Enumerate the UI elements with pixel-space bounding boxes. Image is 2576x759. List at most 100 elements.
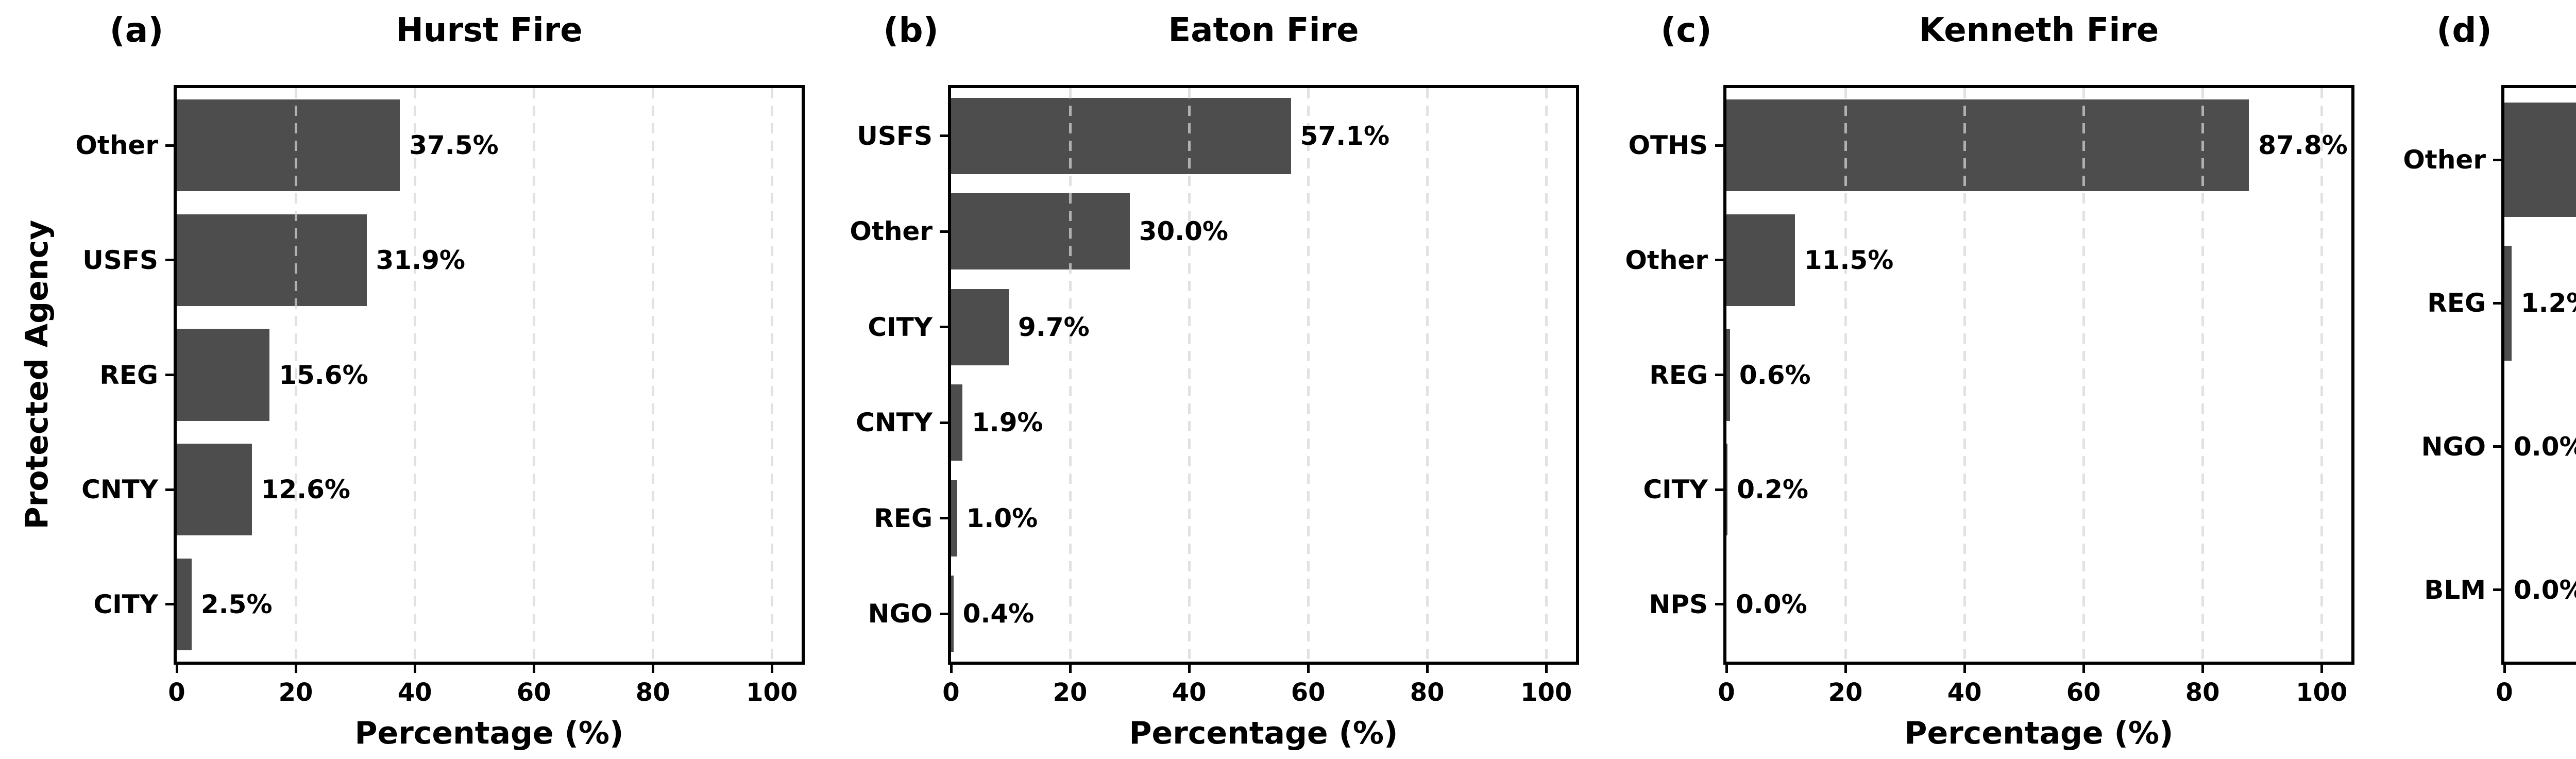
plot-inner: 87.8% 11.5% 0.6% 0.2% 0.0% — [1726, 88, 2351, 662]
y-tick — [2493, 445, 2501, 448]
bar-value-label: 11.5% — [1804, 245, 1894, 275]
bar-value-label: 0.0% — [1736, 589, 1807, 619]
panel-letter: (d) — [2436, 10, 2492, 50]
gridline — [1069, 88, 1072, 662]
category-label: Other — [2403, 145, 2486, 175]
x-tick-label: 20 — [1828, 678, 1863, 707]
x-tick-label: 60 — [1291, 678, 1326, 707]
bar-value-label: 9.7% — [1018, 312, 1090, 342]
bar — [177, 558, 192, 650]
bar-value-label: 0.2% — [1737, 475, 1808, 505]
x-tick — [2503, 665, 2506, 673]
x-tick-label: 0 — [2496, 678, 2513, 707]
category-label: NGO — [2421, 431, 2486, 462]
y-tick — [940, 134, 948, 138]
x-tick-label: 100 — [1520, 678, 1572, 707]
y-tick — [940, 230, 948, 233]
bar-value-label: 1.2% — [2520, 288, 2576, 318]
gridline — [770, 88, 773, 662]
y-tick — [2493, 158, 2501, 161]
category-label: CNTY — [81, 475, 158, 505]
x-tick — [1963, 665, 1966, 673]
bar-value-label: 1.9% — [971, 408, 1043, 438]
x-tick — [294, 665, 297, 673]
y-tick — [940, 326, 948, 329]
category-label: CITY — [868, 312, 933, 342]
x-tick — [950, 665, 953, 673]
x-tick — [1188, 665, 1191, 673]
x-tick — [1069, 665, 1072, 673]
x-tick-label: 0 — [942, 678, 960, 707]
x-tick-label: 60 — [2066, 678, 2101, 707]
gridline — [294, 88, 297, 662]
x-tick-label: 40 — [397, 678, 432, 707]
x-tick-label: 20 — [278, 678, 313, 707]
x-tick — [532, 665, 535, 673]
plot-area: 87.8% 11.5% 0.6% 0.2% 0.0% — [1723, 85, 2354, 665]
x-tick-label: 0 — [1718, 678, 1735, 707]
bar — [2504, 246, 2512, 361]
bar — [951, 97, 1291, 174]
y-tick — [940, 421, 948, 424]
bar — [1726, 444, 1728, 536]
bar — [951, 576, 954, 652]
y-tick — [165, 488, 174, 491]
x-tick — [2082, 665, 2085, 673]
bar — [177, 329, 270, 421]
x-tick — [2320, 665, 2323, 673]
x-axis-label: Percentage (%) — [1904, 715, 2174, 751]
panel-letter: (a) — [109, 10, 164, 50]
bar — [951, 289, 1009, 365]
x-tick-label: 100 — [2296, 678, 2348, 707]
bar-value-label: 30.0% — [1139, 216, 1229, 247]
x-tick-label: 100 — [746, 678, 798, 707]
x-tick-label: 80 — [635, 678, 670, 707]
category-label: REG — [99, 360, 158, 390]
category-label: CITY — [1643, 475, 1708, 505]
x-tick — [175, 665, 178, 673]
bar-value-label: 0.4% — [962, 599, 1035, 629]
gridline — [413, 88, 416, 662]
panel-letter: (b) — [883, 10, 939, 50]
x-tick — [1426, 665, 1429, 673]
category-label: REG — [874, 503, 933, 533]
category-label: NPS — [1649, 589, 1708, 619]
y-tick — [1715, 259, 1723, 262]
x-axis-label: Percentage (%) — [354, 715, 624, 751]
x-axis-label: Percentage (%) — [2501, 715, 2576, 751]
category-label: BLM — [2424, 575, 2486, 605]
x-tick — [1725, 665, 1728, 673]
x-tick — [651, 665, 654, 673]
x-axis-label: Percentage (%) — [1129, 715, 1398, 751]
x-tick — [1844, 665, 1847, 673]
x-tick-label: 20 — [1053, 678, 1088, 707]
gridline — [2201, 88, 2204, 662]
plot-area: 57.1% 30.0% 9.7% 1.9% 1.0% 0.4% — [948, 85, 1579, 665]
gridline — [1963, 88, 1966, 662]
bar-value-label: 0.6% — [1739, 360, 1811, 390]
panel-title: Palisades Fire — [2501, 7, 2576, 54]
bar-value-label: 37.5% — [409, 130, 499, 161]
y-tick — [940, 517, 948, 520]
x-tick-label: 60 — [516, 678, 551, 707]
y-tick — [1715, 603, 1723, 606]
bar — [1726, 99, 2249, 192]
bar — [1726, 214, 1795, 306]
gridline — [2082, 88, 2085, 662]
x-tick — [1545, 665, 1548, 673]
category-label: USFS — [82, 245, 158, 275]
plot-inner: 37.5% 31.9% 15.6% 12.6% 2.5% — [177, 88, 802, 662]
y-tick — [1715, 144, 1723, 147]
bar — [951, 480, 957, 556]
bar-value-label: 15.6% — [279, 360, 368, 390]
y-tick — [940, 612, 948, 615]
category-label: USFS — [857, 121, 933, 151]
gridline — [1307, 88, 1310, 662]
bar-value-label: 87.8% — [2258, 130, 2348, 161]
bar — [177, 99, 400, 192]
bar — [177, 444, 252, 536]
x-tick-label: 80 — [1410, 678, 1445, 707]
category-label: NGO — [868, 599, 933, 629]
y-tick — [165, 374, 174, 376]
